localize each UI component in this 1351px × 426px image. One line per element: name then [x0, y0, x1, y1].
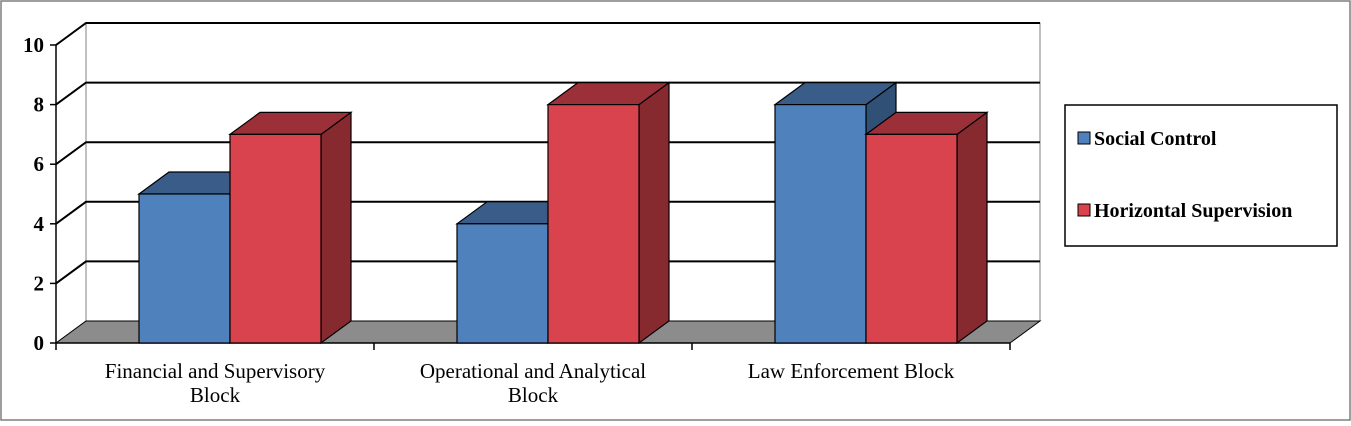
- x-category-label: Operational and Analytical Block: [420, 359, 646, 407]
- legend-label-horizontal-supervision: Horizontal Supervision: [1094, 200, 1292, 222]
- bar-side: [638, 81, 670, 345]
- legend-swatch-social-control: [1077, 131, 1091, 145]
- y-tick-label: 0: [34, 331, 45, 355]
- gridlines: [55, 22, 1040, 285]
- gridline: [55, 22, 1040, 46]
- bar-front: [774, 103, 867, 344]
- x-category-label: Financial and Supervisory Block: [105, 359, 326, 407]
- gridline: [55, 200, 1040, 225]
- gridline: [55, 81, 1040, 106]
- legend-label-social-control: Social Control: [1094, 128, 1217, 150]
- y-tick-label: 8: [34, 93, 45, 117]
- y-tick-label: 6: [34, 152, 45, 176]
- gridline: [55, 260, 1040, 285]
- bar-front: [456, 223, 549, 344]
- gridline: [55, 141, 1040, 166]
- bar-horizontal-supervision-2: [546, 81, 671, 345]
- y-tick-label: 10: [23, 33, 44, 57]
- bars: [137, 81, 989, 345]
- bar-side: [956, 111, 988, 345]
- bar-horizontal-supervision-1: [228, 111, 353, 345]
- bar-front: [547, 103, 640, 344]
- y-tick-labels: 0 2 4 6 8 10: [23, 33, 45, 355]
- y-tick-label: 4: [34, 212, 45, 236]
- legend: Social Control Horizontal Supervision: [1064, 104, 1338, 247]
- x-category-labels: Financial and Supervisory Block Operationa…: [105, 359, 955, 407]
- legend-swatch-horizontal-supervision: [1077, 203, 1091, 217]
- bar-front: [865, 133, 958, 344]
- bar-side: [320, 111, 352, 345]
- bar-horizontal-supervision-3: [864, 111, 989, 345]
- y-tick-label: 2: [34, 271, 45, 295]
- legend-box: [1064, 104, 1338, 247]
- bar-front: [138, 193, 231, 344]
- side-wall: [55, 22, 87, 344]
- x-category-label: Law Enforcement Block: [748, 359, 955, 383]
- bar-front: [229, 133, 322, 344]
